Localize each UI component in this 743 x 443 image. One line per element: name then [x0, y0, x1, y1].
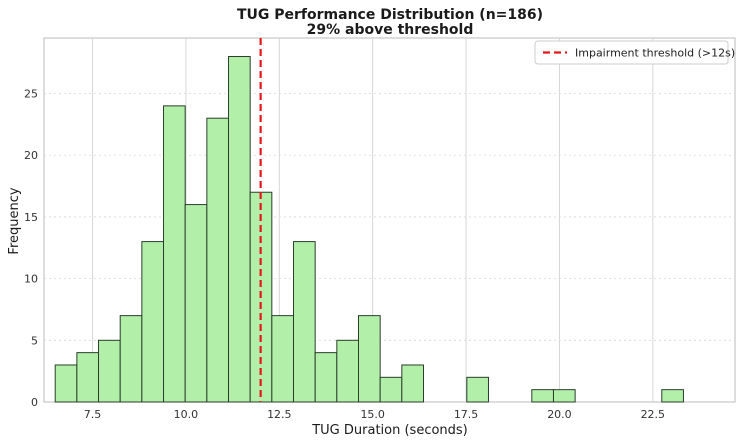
x-tick-label: 20.0	[547, 408, 572, 421]
histogram-bar	[661, 389, 684, 403]
histogram-bar	[552, 389, 576, 403]
histogram-bar	[119, 315, 143, 403]
histogram-bars	[54, 56, 684, 403]
histogram-bar	[206, 117, 230, 403]
x-axis-ticks: 7.5 10.0 12.5 15.0 17.5 20.0 22.5	[84, 408, 665, 421]
histogram-bar	[466, 376, 489, 403]
histogram-bar	[163, 105, 186, 403]
histogram-bar	[271, 315, 295, 403]
y-tick-label: 10	[24, 273, 38, 286]
chart-subtitle: 29% above threshold	[307, 22, 474, 38]
histogram-bar	[531, 389, 554, 403]
histogram-bar	[379, 376, 403, 403]
y-axis-label: Frequency	[7, 187, 22, 254]
x-tick-label: 15.0	[360, 408, 385, 421]
histogram-bar	[336, 339, 359, 403]
x-tick-label: 12.5	[267, 408, 292, 421]
y-tick-label: 25	[24, 88, 38, 101]
x-tick-label: 22.5	[641, 408, 666, 421]
histogram-bar	[293, 241, 316, 403]
histogram-bar	[357, 315, 381, 403]
y-tick-label: 0	[31, 396, 38, 409]
legend: Impairment threshold (>12s)	[534, 40, 735, 65]
x-tick-label: 17.5	[454, 408, 479, 421]
x-tick-label: 10.0	[174, 408, 199, 421]
histogram-bar	[184, 204, 208, 403]
legend-threshold-label: Impairment threshold (>12s)	[575, 47, 735, 60]
histogram-bar	[141, 241, 165, 403]
y-tick-label: 15	[24, 211, 38, 224]
histogram-bar	[314, 352, 338, 403]
x-tick-label: 7.5	[84, 408, 102, 421]
histogram-bar	[401, 364, 424, 403]
y-tick-label: 20	[24, 149, 38, 162]
histogram-bar	[76, 352, 100, 403]
legend-box	[534, 40, 729, 65]
histogram-bar	[54, 364, 78, 403]
y-axis-ticks: 0 5 10 15 20 25	[24, 88, 38, 409]
chart-title: TUG Performance Distribution (n=186)	[237, 7, 543, 23]
histogram-bar	[228, 56, 251, 403]
histogram-bar	[98, 339, 121, 403]
y-tick-label: 5	[31, 334, 38, 347]
x-axis-label: TUG Duration (seconds)	[311, 423, 468, 438]
